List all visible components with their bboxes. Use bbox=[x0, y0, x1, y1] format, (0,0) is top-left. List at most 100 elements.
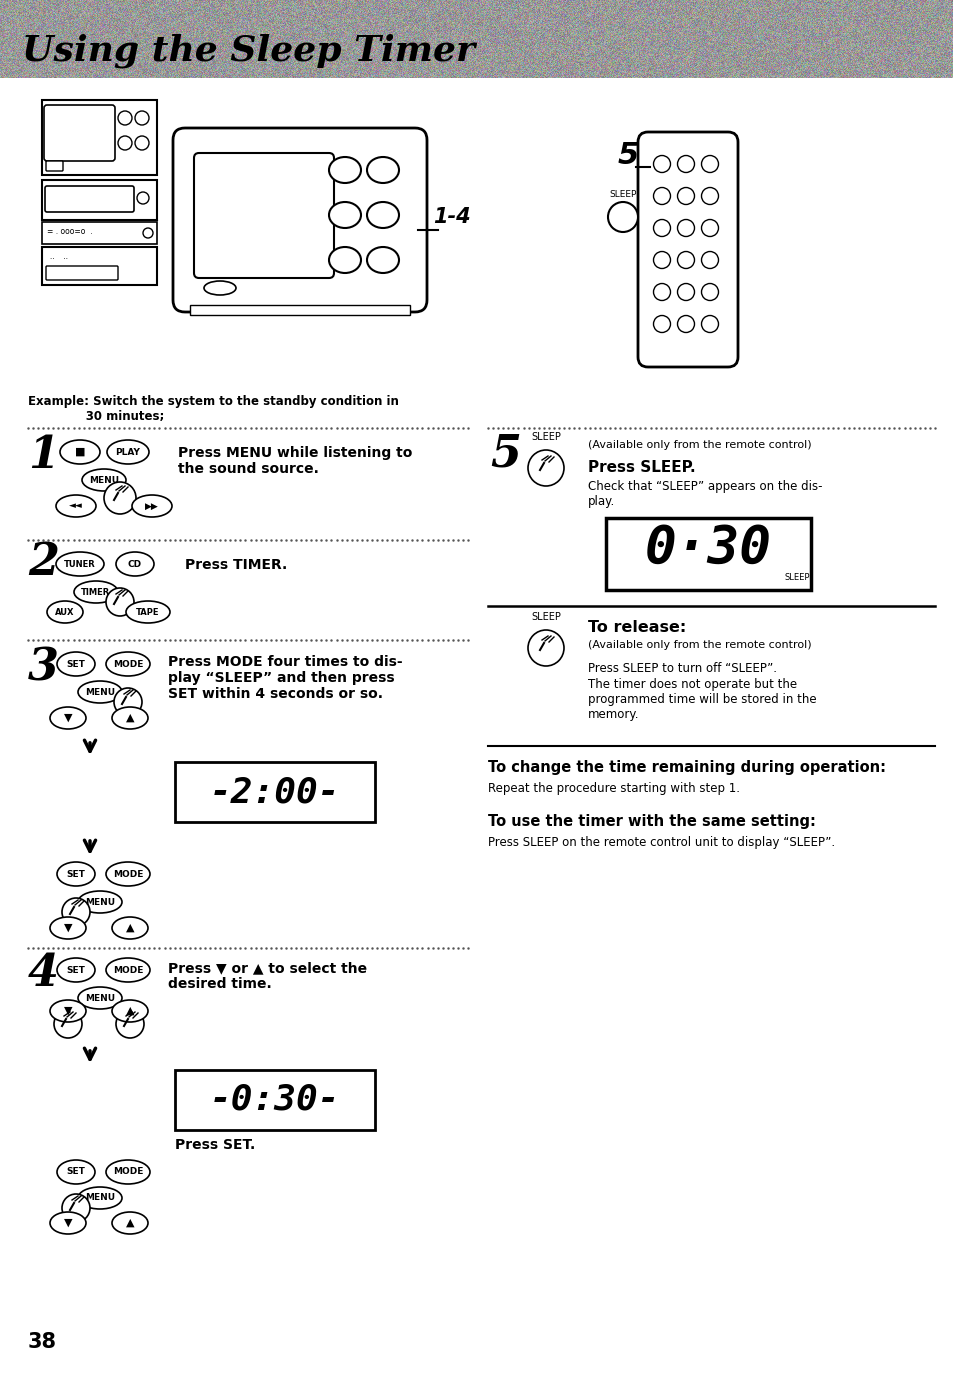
Text: Press SLEEP to turn off “SLEEP”.: Press SLEEP to turn off “SLEEP”. bbox=[587, 662, 776, 674]
FancyBboxPatch shape bbox=[638, 133, 738, 368]
FancyBboxPatch shape bbox=[193, 153, 334, 278]
FancyBboxPatch shape bbox=[46, 160, 63, 171]
Ellipse shape bbox=[50, 1001, 86, 1023]
Text: ▼: ▼ bbox=[64, 923, 72, 933]
Text: Press TIMER.: Press TIMER. bbox=[185, 558, 287, 572]
Text: Press SLEEP.: Press SLEEP. bbox=[587, 460, 695, 475]
Circle shape bbox=[143, 228, 152, 238]
Circle shape bbox=[677, 252, 694, 268]
Circle shape bbox=[653, 315, 670, 333]
Ellipse shape bbox=[56, 551, 104, 576]
Text: = . ooo=o  .: = . ooo=o . bbox=[47, 227, 92, 236]
Circle shape bbox=[700, 252, 718, 268]
Ellipse shape bbox=[112, 708, 148, 728]
Text: SET: SET bbox=[67, 966, 86, 974]
FancyBboxPatch shape bbox=[46, 265, 118, 281]
Ellipse shape bbox=[112, 1212, 148, 1234]
Circle shape bbox=[700, 156, 718, 173]
Circle shape bbox=[653, 220, 670, 236]
FancyBboxPatch shape bbox=[172, 129, 427, 312]
Text: MENU: MENU bbox=[85, 687, 115, 697]
Text: SLEEP: SLEEP bbox=[531, 612, 560, 622]
FancyBboxPatch shape bbox=[44, 105, 115, 160]
Text: SLEEP: SLEEP bbox=[783, 574, 809, 582]
Text: Example: Switch the system to the standby condition in
              30 minutes;: Example: Switch the system to the standb… bbox=[28, 395, 398, 423]
FancyBboxPatch shape bbox=[190, 305, 410, 315]
Text: Press MENU while listening to
the sound source.: Press MENU while listening to the sound … bbox=[178, 446, 412, 477]
Text: (Available only from the remote control): (Available only from the remote control) bbox=[587, 439, 811, 451]
Ellipse shape bbox=[56, 495, 96, 517]
Text: MENU: MENU bbox=[85, 897, 115, 907]
Circle shape bbox=[653, 283, 670, 300]
Circle shape bbox=[106, 587, 133, 616]
Ellipse shape bbox=[50, 1212, 86, 1234]
Text: ▼: ▼ bbox=[64, 713, 72, 723]
FancyBboxPatch shape bbox=[605, 518, 810, 590]
Ellipse shape bbox=[367, 202, 398, 228]
Text: SLEEP: SLEEP bbox=[531, 433, 560, 442]
Text: 4: 4 bbox=[28, 952, 59, 995]
Text: Press SET.: Press SET. bbox=[174, 1137, 255, 1153]
Circle shape bbox=[677, 283, 694, 300]
Circle shape bbox=[700, 220, 718, 236]
Circle shape bbox=[62, 1194, 90, 1222]
Ellipse shape bbox=[78, 891, 122, 914]
Circle shape bbox=[677, 156, 694, 173]
Ellipse shape bbox=[106, 652, 150, 676]
Circle shape bbox=[700, 315, 718, 333]
Ellipse shape bbox=[57, 862, 95, 886]
Circle shape bbox=[700, 188, 718, 205]
Circle shape bbox=[118, 135, 132, 151]
Ellipse shape bbox=[116, 551, 153, 576]
Circle shape bbox=[137, 192, 149, 205]
Text: To release:: To release: bbox=[587, 621, 685, 634]
Ellipse shape bbox=[78, 1187, 122, 1209]
Circle shape bbox=[118, 111, 132, 124]
Text: Repeat the procedure starting with step 1.: Repeat the procedure starting with step … bbox=[488, 782, 740, 795]
Text: 5: 5 bbox=[618, 141, 639, 170]
Ellipse shape bbox=[329, 158, 360, 182]
Circle shape bbox=[527, 451, 563, 486]
Text: Press ▼ or ▲ to select the
desired time.: Press ▼ or ▲ to select the desired time. bbox=[168, 960, 367, 991]
Text: The timer does not operate but the
programmed time will be stored in the
memory.: The timer does not operate but the progr… bbox=[587, 679, 816, 721]
Text: 1-4: 1-4 bbox=[433, 207, 470, 227]
Ellipse shape bbox=[78, 987, 122, 1009]
Circle shape bbox=[116, 1010, 144, 1038]
Circle shape bbox=[527, 630, 563, 666]
Ellipse shape bbox=[106, 1159, 150, 1184]
Ellipse shape bbox=[107, 439, 149, 464]
Text: ▼: ▼ bbox=[64, 1006, 72, 1016]
Text: Press SLEEP on the remote control unit to display “SLEEP”.: Press SLEEP on the remote control unit t… bbox=[488, 836, 834, 849]
Ellipse shape bbox=[74, 580, 118, 603]
Text: Check that “SLEEP” appears on the dis-
play.: Check that “SLEEP” appears on the dis- p… bbox=[587, 480, 821, 509]
FancyBboxPatch shape bbox=[42, 180, 157, 220]
Ellipse shape bbox=[50, 918, 86, 938]
Text: ▲: ▲ bbox=[126, 713, 134, 723]
Text: ■: ■ bbox=[74, 446, 85, 457]
Text: PLAY: PLAY bbox=[115, 448, 140, 456]
Text: MODE: MODE bbox=[112, 966, 143, 974]
Circle shape bbox=[653, 252, 670, 268]
Text: AUX: AUX bbox=[55, 608, 74, 616]
Ellipse shape bbox=[112, 918, 148, 938]
Ellipse shape bbox=[78, 681, 122, 703]
Circle shape bbox=[135, 135, 149, 151]
Ellipse shape bbox=[82, 468, 126, 491]
Ellipse shape bbox=[367, 158, 398, 182]
Text: ▲: ▲ bbox=[126, 1218, 134, 1229]
FancyBboxPatch shape bbox=[45, 187, 133, 211]
Text: MODE: MODE bbox=[112, 1168, 143, 1176]
Circle shape bbox=[700, 283, 718, 300]
FancyBboxPatch shape bbox=[174, 1070, 375, 1130]
Text: TIMER: TIMER bbox=[81, 587, 111, 597]
Circle shape bbox=[677, 315, 694, 333]
Text: MENU: MENU bbox=[85, 1194, 115, 1202]
FancyBboxPatch shape bbox=[42, 247, 157, 285]
Circle shape bbox=[653, 188, 670, 205]
Circle shape bbox=[653, 156, 670, 173]
Circle shape bbox=[135, 111, 149, 124]
Text: Press MODE four times to dis-
play “SLEEP” and then press
SET within 4 seconds o: Press MODE four times to dis- play “SLEE… bbox=[168, 655, 402, 702]
Text: 1: 1 bbox=[28, 434, 59, 477]
Text: 2: 2 bbox=[28, 540, 59, 585]
Text: To change the time remaining during operation:: To change the time remaining during oper… bbox=[488, 760, 885, 775]
